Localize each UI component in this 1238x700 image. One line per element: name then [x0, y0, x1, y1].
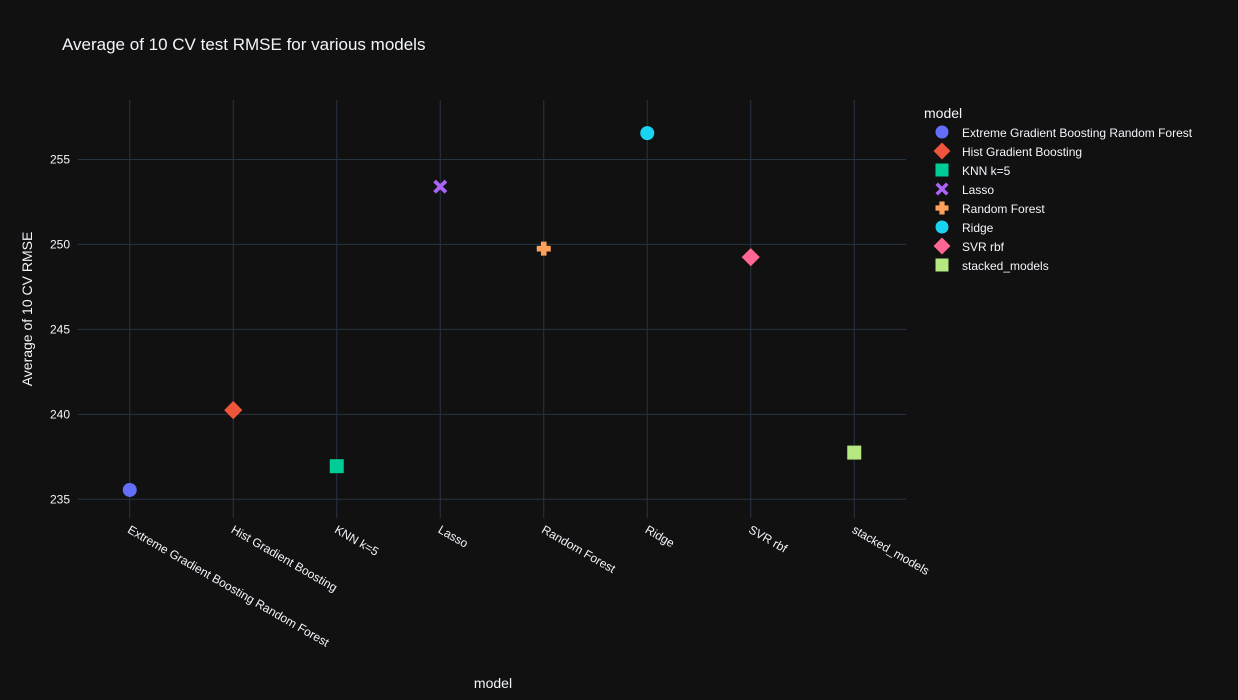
legend-item[interactable]: Extreme Gradient Boosting Random Forest [935, 125, 1193, 141]
legend-item[interactable]: Ridge [935, 220, 994, 236]
legend-label: Extreme Gradient Boosting Random Forest [962, 126, 1193, 140]
y-tick-label: 250 [50, 237, 70, 251]
data-point [847, 445, 862, 460]
legend-label: KNN k=5 [962, 164, 1011, 178]
y-tick-label: 255 [50, 152, 70, 166]
x-tick-label: Lasso [436, 522, 471, 550]
legend-marker [933, 237, 951, 255]
legend-marker [935, 125, 949, 139]
legend-item[interactable]: stacked_models [935, 258, 1049, 274]
legend-label: Ridge [962, 221, 994, 235]
x-tick-label: KNN k=5 [332, 522, 381, 558]
legend-item[interactable]: Lasso [935, 182, 995, 198]
grid [78, 100, 906, 518]
y-axis-ticks: 235 240 245 250 255 [50, 152, 70, 506]
chart-title: Average of 10 CV test RMSE for various m… [62, 35, 425, 54]
data-point [536, 241, 551, 256]
legend-title: model [924, 105, 962, 121]
data-markers [122, 126, 862, 497]
legend-marker [935, 258, 949, 272]
x-axis-ticks: Extreme Gradient Boosting Random ForestH… [125, 522, 932, 650]
x-tick-label: Extreme Gradient Boosting Random Forest [125, 522, 332, 650]
legend-item[interactable]: Hist Gradient Boosting [933, 142, 1083, 160]
legend-marker [935, 220, 949, 234]
x-tick-label: Hist Gradient Boosting [229, 522, 340, 594]
data-point [741, 248, 760, 267]
y-tick-label: 235 [50, 492, 70, 506]
legend-marker [935, 163, 949, 177]
y-axis-title: Average of 10 CV RMSE [19, 232, 35, 387]
legend-item[interactable]: KNN k=5 [935, 163, 1011, 179]
legend-label: Hist Gradient Boosting [962, 145, 1082, 159]
y-tick-label: 240 [50, 407, 70, 421]
legend-marker [933, 142, 951, 160]
legend[interactable]: model Extreme Gradient Boosting Random F… [924, 105, 1193, 273]
data-point [224, 401, 243, 420]
data-point [433, 179, 448, 194]
legend-marker [935, 182, 949, 196]
legend-label: Random Forest [962, 202, 1045, 216]
data-point [640, 126, 655, 141]
legend-item[interactable]: SVR rbf [933, 237, 1005, 255]
legend-marker [935, 201, 949, 215]
data-point [122, 482, 137, 497]
legend-label: Lasso [962, 183, 994, 197]
data-point [329, 459, 344, 474]
legend-label: stacked_models [962, 259, 1049, 273]
x-tick-label: Ridge [643, 522, 677, 550]
legend-item[interactable]: Random Forest [935, 201, 1046, 217]
y-tick-label: 245 [50, 322, 70, 336]
x-tick-label: Random Forest [539, 522, 618, 576]
x-tick-label: stacked_models [850, 522, 932, 577]
x-tick-label: SVR rbf [746, 522, 790, 555]
x-axis-title: model [474, 675, 512, 691]
legend-label: SVR rbf [962, 240, 1005, 254]
